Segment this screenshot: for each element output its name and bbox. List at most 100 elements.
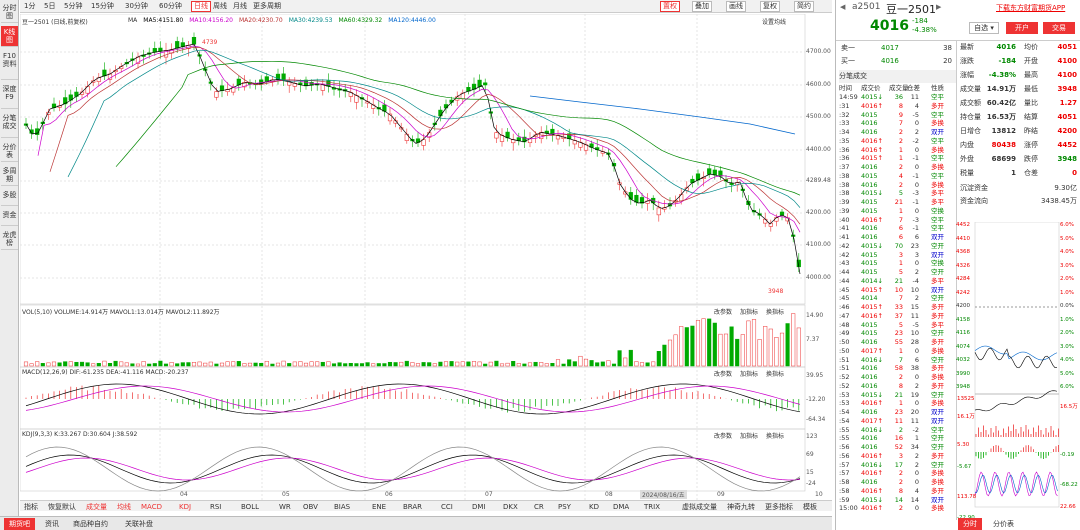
toolbar-button-1[interactable]: 画线 [726,1,746,12]
pane-button-0-1[interactable]: 加指标 [740,309,759,316]
sidebar-item-0[interactable]: 分时图 [1,2,18,24]
period-tab-3[interactable]: 15分钟 [91,2,114,10]
sidebar-item-2[interactable]: F10资料 [1,50,18,81]
toolbar-button-2[interactable]: 复权 [760,1,780,12]
sidebar-item-4[interactable]: 分笔成交 [1,112,18,138]
tick-price: 4016↑ [861,145,883,154]
volume-bar [326,361,331,367]
footer-tab-1[interactable]: 资讯 [45,520,59,528]
period-tab-7[interactable]: 周线 [213,2,227,10]
indicator-tab-18[interactable]: KD [589,503,599,511]
ma-settings-button[interactable]: 设置均线 [762,19,787,26]
indicator-tab-21[interactable]: 虚拟成交量 [682,503,717,511]
footer-tab-3[interactable]: 关联补盘 [125,520,153,528]
tick-oi: 0 [914,119,919,128]
period-tab-4[interactable]: 30分钟 [125,2,148,10]
pane-button-0-0[interactable]: 改参数 [714,309,733,316]
tick-time: :46 [839,303,850,311]
indicator-tab-14[interactable]: DMI [472,503,486,511]
pane-button-1-0[interactable]: 改参数 [714,371,733,378]
sidebar-item-1[interactable]: K线图 [1,26,18,48]
kline-chart[interactable] [20,14,832,500]
period-tab-1[interactable]: 5日 [44,2,56,10]
toolbar-button-3[interactable]: 简约 [794,1,814,12]
volume-bar [785,323,790,367]
sidebar-item-7[interactable]: 多股 [1,189,18,206]
macd-dea-line [25,385,801,413]
pane-button-2-2[interactable]: 换指标 [766,433,785,440]
intraday-mini-chart[interactable] [957,222,1080,517]
indicator-tab-7[interactable]: BOLL [241,503,259,511]
period-tab-5[interactable]: 60分钟 [159,2,182,10]
toolbar-button-0[interactable]: 叠加 [692,1,712,12]
indicator-tab-12[interactable]: BRAR [403,503,423,511]
period-tab-2[interactable]: 5分钟 [64,2,83,10]
mini-tab-0[interactable]: 分时 [958,518,982,530]
indicator-tab-1[interactable]: 恢复默认 [48,503,76,511]
pane-button-1-2[interactable]: 换指标 [766,371,785,378]
add-favorite-button[interactable]: 自选 ▾ [969,22,999,34]
arrow-right-icon[interactable]: ▶ [936,3,942,11]
pane-button-2-1[interactable]: 加指标 [740,433,759,440]
tick-nature: 空换 [931,259,944,268]
sidebar-item-3[interactable]: 深度F9 [1,83,18,109]
tick-nature: 多换 [931,469,944,478]
tick-volume: 5 [898,189,903,198]
indicator-tab-13[interactable]: CCI [441,503,453,511]
tick-nature: 多平 [931,276,944,285]
volume-bar [561,363,566,367]
mini-tab-1[interactable]: 分价表 [993,520,1014,528]
download-app-link[interactable]: 下载东方财富期货APP [996,4,1066,12]
mini-frame [974,222,1060,508]
indicator-tab-19[interactable]: DMA [613,503,630,511]
volume-bar [527,362,533,367]
arrow-left-icon[interactable]: ◀ [840,3,846,11]
indicator-tab-17[interactable]: PSY [558,503,571,511]
footer-tab-0[interactable]: 期货吧 [4,518,35,530]
tick-price: 4016↑ [861,504,883,513]
tick-volume: 14 [894,495,903,504]
indicator-tab-3[interactable]: 均线 [117,503,131,511]
price-tick-0: 4700.00 [806,48,831,55]
tick-price: 4016 [861,408,878,416]
pane-button-0-2[interactable]: 换指标 [766,309,785,316]
ma-label-0: MA [128,17,138,24]
footer-tab-2[interactable]: 商品种自约 [73,520,108,528]
indicator-tab-24[interactable]: 模板 [803,503,817,511]
sidebar-item-6[interactable]: 多周期 [1,165,18,186]
tick-volume: 1 [898,346,903,355]
indicator-tab-4[interactable]: MACD [141,503,162,511]
trade-button[interactable]: 交易 [1043,22,1075,34]
pane-button-2-0[interactable]: 改参数 [714,433,733,440]
open-account-button[interactable]: 开户 [1006,22,1038,34]
indicator-tab-2[interactable]: 成交量 [86,503,107,511]
indicator-tab-0[interactable]: 指标 [24,503,38,511]
indicator-tab-23[interactable]: 更多指标 [765,503,793,511]
candle-body [679,194,684,202]
adjust-dropdown[interactable]: 置权 [660,1,680,12]
price-change: -184 [912,17,928,25]
tick-price: 4015↓ [861,495,883,504]
indicator-tab-9[interactable]: OBV [303,503,318,511]
indicator-tab-16[interactable]: CR [534,503,544,511]
stat-value: 4452 [1057,141,1077,149]
indicator-tab-11[interactable]: ENE [372,503,387,511]
sidebar-item-5[interactable]: 分价表 [1,141,18,162]
mini-right-tick-10: 4.0% [1060,357,1074,363]
indicator-tab-10[interactable]: BIAS [334,503,351,511]
fund-label: 资金流向 [960,197,988,205]
volume-bar [208,361,213,367]
sidebar-item-8[interactable]: 资金 [1,209,18,226]
period-tab-9[interactable]: 更多周期 [253,2,281,10]
indicator-tab-22[interactable]: 神奇九转 [727,503,755,511]
sidebar-item-9[interactable]: 龙虎榜 [1,229,18,250]
period-tab-0[interactable]: 1分 [24,2,36,10]
pane-button-1-1[interactable]: 加指标 [740,371,759,378]
period-tab-8[interactable]: 月线 [233,2,247,10]
indicator-tab-20[interactable]: TRIX [644,503,660,511]
period-tab-6[interactable]: 日线 [191,1,211,12]
indicator-tab-5[interactable]: KDJ [179,503,192,511]
indicator-tab-6[interactable]: RSI [210,503,222,511]
indicator-tab-8[interactable]: WR [279,503,291,511]
indicator-tab-15[interactable]: DKX [503,503,518,511]
